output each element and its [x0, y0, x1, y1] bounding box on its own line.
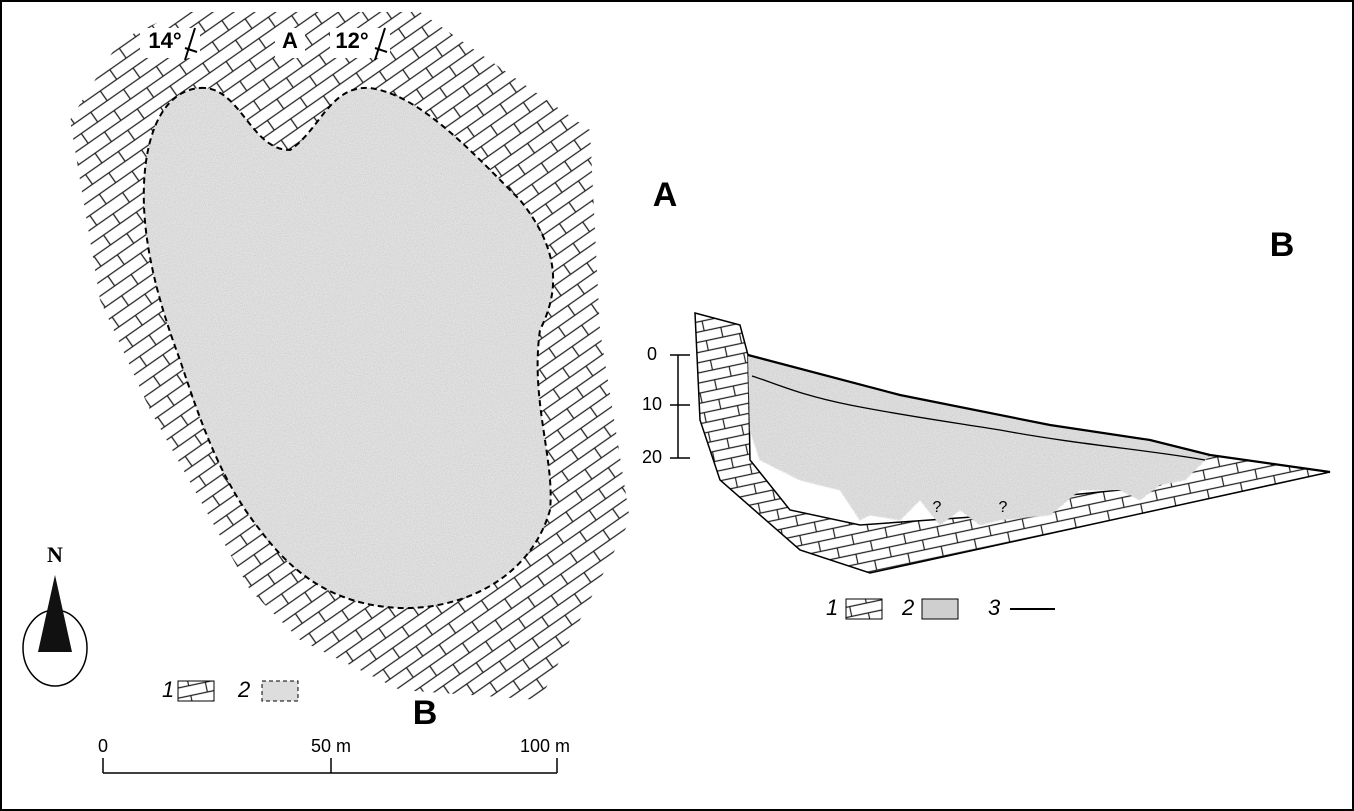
legend-swatch	[261, 680, 299, 702]
legend-number: 1	[162, 677, 174, 702]
deposit-stipple	[747, 353, 1212, 527]
profile-end-label: B	[413, 694, 438, 732]
panel-label: A	[653, 176, 678, 214]
north-arrow	[38, 575, 72, 652]
panel-label: B	[1270, 226, 1295, 264]
boundary-line	[751, 375, 1206, 461]
scale-label: 100 m	[520, 736, 570, 756]
question-mark: ?	[933, 499, 942, 516]
depth-label: 0	[647, 344, 657, 364]
legend-number: 3	[988, 595, 1001, 620]
scale-label: 0	[98, 736, 108, 756]
legend-number: 1	[826, 595, 838, 620]
surface-line	[747, 353, 1331, 474]
label-bg	[275, 28, 305, 58]
legend-swatch	[177, 680, 215, 702]
legend-swatch	[845, 598, 883, 620]
legend-number: 2	[237, 677, 250, 702]
dip-symbol	[184, 27, 198, 61]
question-mark: ?	[999, 499, 1008, 516]
depth-label: 10	[642, 394, 662, 414]
dip-label: 14°	[148, 28, 181, 53]
dip-symbol	[374, 27, 388, 61]
depth-scale	[670, 354, 690, 459]
north-label: N	[47, 542, 63, 567]
dip-label: 12°	[335, 28, 368, 53]
profile-label: A	[282, 28, 298, 53]
scale-bar	[102, 758, 558, 774]
scale-label: 50 m	[311, 736, 351, 756]
deposit-stipple	[143, 87, 554, 609]
legend-swatch	[921, 598, 959, 620]
depth-label: 20	[642, 447, 662, 467]
legend-number: 2	[901, 595, 914, 620]
limestone-section	[694, 312, 1331, 574]
